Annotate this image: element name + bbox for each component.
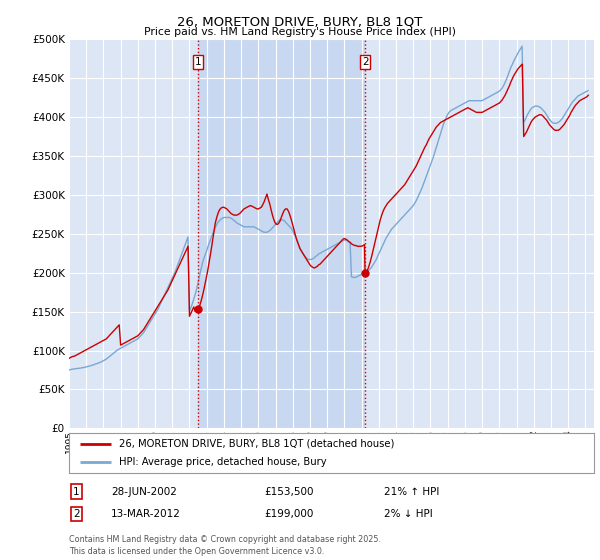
Bar xyxy=(198,39,365,428)
Text: 26, MORETON DRIVE, BURY, BL8 1QT (detached house): 26, MORETON DRIVE, BURY, BL8 1QT (detach… xyxy=(119,439,394,449)
Text: 26, MORETON DRIVE, BURY, BL8 1QT: 26, MORETON DRIVE, BURY, BL8 1QT xyxy=(178,16,422,29)
Text: 28-JUN-2002: 28-JUN-2002 xyxy=(111,487,177,497)
Text: 2% ↓ HPI: 2% ↓ HPI xyxy=(384,509,433,519)
Text: 13-MAR-2012: 13-MAR-2012 xyxy=(111,509,181,519)
Text: £153,500: £153,500 xyxy=(264,487,314,497)
Text: 2: 2 xyxy=(362,57,368,67)
Text: 21% ↑ HPI: 21% ↑ HPI xyxy=(384,487,439,497)
Text: Contains HM Land Registry data © Crown copyright and database right 2025.
This d: Contains HM Land Registry data © Crown c… xyxy=(69,535,381,556)
Text: 1: 1 xyxy=(73,487,80,497)
Text: Price paid vs. HM Land Registry's House Price Index (HPI): Price paid vs. HM Land Registry's House … xyxy=(144,27,456,37)
Text: 1: 1 xyxy=(194,57,201,67)
Text: 2: 2 xyxy=(73,509,80,519)
Text: £199,000: £199,000 xyxy=(264,509,313,519)
Text: HPI: Average price, detached house, Bury: HPI: Average price, detached house, Bury xyxy=(119,458,326,467)
